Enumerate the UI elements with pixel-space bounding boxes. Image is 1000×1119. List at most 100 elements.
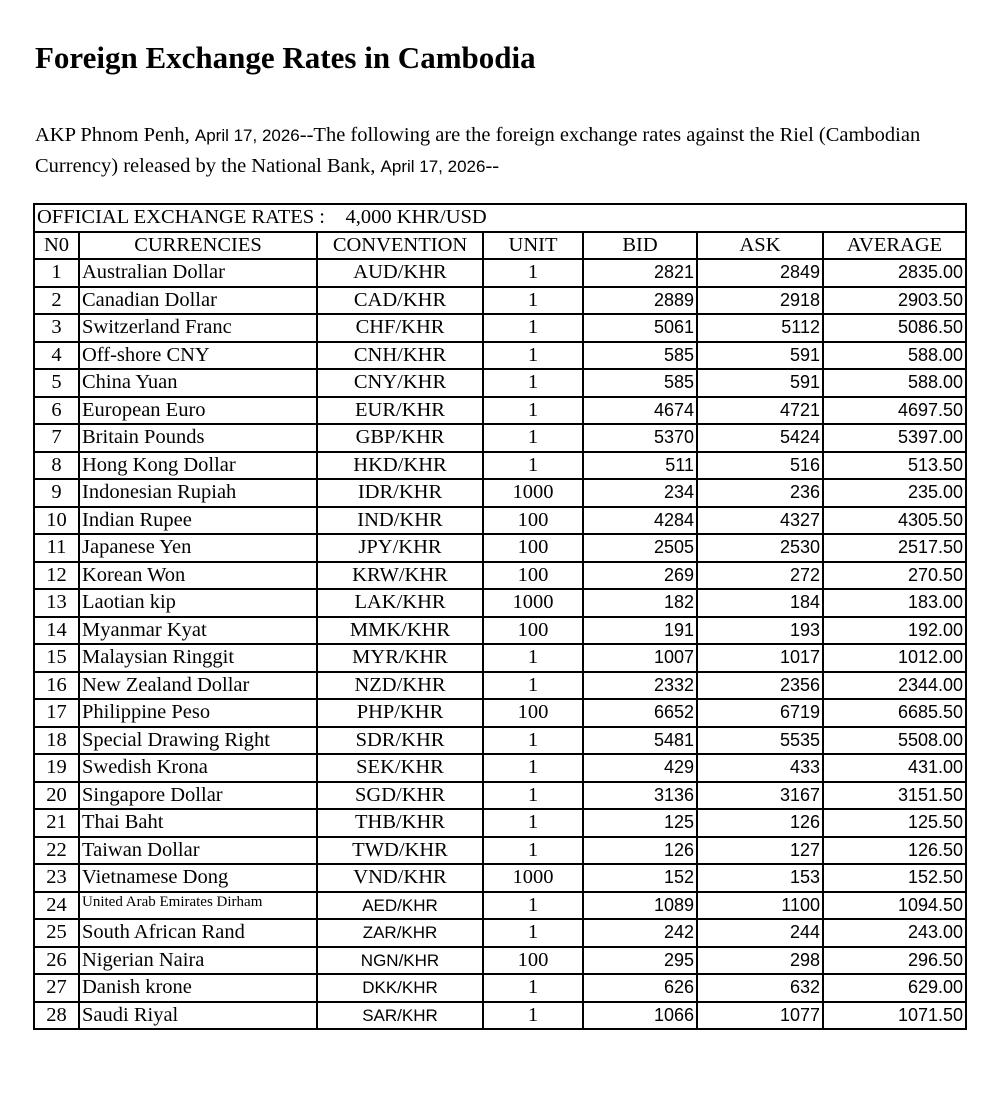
average: 5086.50 [821, 313, 968, 343]
ask: 2918 [696, 285, 824, 315]
currency-name: Laotian kip [78, 588, 318, 618]
table-row: 22 Taiwan Dollar TWD/KHR 1 126 127 126.50 [33, 835, 968, 865]
unit: 100 [482, 698, 584, 728]
unit: 100 [482, 505, 584, 535]
bid: 2821 [582, 258, 698, 288]
convention: JPY/KHR [316, 533, 484, 563]
row-number: 9 [33, 478, 80, 508]
row-number: 17 [33, 698, 80, 728]
table-row: 3 Switzerland Franc CHF/KHR 1 5061 5112 5086.5… [33, 313, 968, 343]
convention: ZAR/KHR [316, 918, 484, 948]
table-row: 8 Hong Kong Dollar HKD/KHR 1 511 516 513.50 [33, 450, 968, 480]
average: 243.00 [821, 918, 968, 948]
convention: NZD/KHR [316, 670, 484, 700]
unit: 1 [482, 890, 584, 920]
currency-name: Singapore Dollar [78, 780, 318, 810]
table-row: 21 Thai Baht THB/KHR 1 125 126 125.50 [33, 808, 968, 838]
intro-text-2: --The following are the foreign exchange… [35, 124, 921, 177]
average: 629.00 [821, 973, 968, 1003]
convention: IND/KHR [316, 505, 484, 535]
bid: 269 [582, 560, 698, 590]
table-header-row: N0 CURRENCIES CONVENTION UNIT BID ASK AV… [33, 230, 968, 260]
row-number: 19 [33, 753, 80, 783]
convention: AED/KHR [316, 890, 484, 920]
convention: SGD/KHR [316, 780, 484, 810]
table-row: 11 Japanese Yen JPY/KHR 100 2505 2530 2517.50 [33, 533, 968, 563]
average: 192.00 [821, 615, 968, 645]
row-number: 11 [33, 533, 80, 563]
convention: MMK/KHR [316, 615, 484, 645]
currency-name: Saudi Riyal [78, 1000, 318, 1030]
ask: 5535 [696, 725, 824, 755]
unit: 1 [482, 780, 584, 810]
currency-name: Special Drawing Right [78, 725, 318, 755]
bid: 1007 [582, 643, 698, 673]
ask: 1100 [696, 890, 824, 920]
row-number: 24 [33, 890, 80, 920]
bid: 2505 [582, 533, 698, 563]
convention: CAD/KHR [316, 285, 484, 315]
average: 1094.50 [821, 890, 968, 920]
convention: DKK/KHR [316, 973, 484, 1003]
table-row: 2 Canadian Dollar CAD/KHR 1 2889 2918 2903.50 [33, 285, 968, 315]
average: 4305.50 [821, 505, 968, 535]
ask: 244 [696, 918, 824, 948]
row-number: 7 [33, 423, 80, 453]
average: 152.50 [821, 863, 968, 893]
header-currencies: CURRENCIES [78, 230, 318, 260]
average: 513.50 [821, 450, 968, 480]
row-number: 18 [33, 725, 80, 755]
row-number: 21 [33, 808, 80, 838]
row-number: 14 [33, 615, 80, 645]
official-rate-banner: OFFICIAL EXCHANGE RATES : 4,000 KHR/USD [32, 203, 968, 233]
table-row: 10 Indian Rupee IND/KHR 100 4284 4327 4305.50 [33, 505, 968, 535]
unit: 1000 [482, 863, 584, 893]
convention: MYR/KHR [316, 643, 484, 673]
ask: 126 [696, 808, 824, 838]
table-row: 19 Swedish Krona SEK/KHR 1 429 433 431.00 [33, 753, 968, 783]
header-no: N0 [33, 230, 80, 260]
convention: AUD/KHR [316, 258, 484, 288]
average: 126.50 [821, 835, 968, 865]
row-number: 12 [33, 560, 80, 590]
row-number: 4 [33, 340, 80, 370]
convention: SAR/KHR [316, 1000, 484, 1030]
table-row: 24 United Arab Emirates Dirham AED/KHR 1 108… [33, 890, 968, 920]
average: 2517.50 [821, 533, 968, 563]
currency-name: China Yuan [78, 368, 318, 398]
convention: TWD/KHR [316, 835, 484, 865]
bid: 5061 [582, 313, 698, 343]
currency-name: Malaysian Ringgit [78, 643, 318, 673]
currency-name: Switzerland Franc [78, 313, 318, 343]
bid: 2889 [582, 285, 698, 315]
currency-name: Thai Baht [78, 808, 318, 838]
row-number: 28 [33, 1000, 80, 1030]
average: 431.00 [821, 753, 968, 783]
average: 235.00 [821, 478, 968, 508]
unit: 1 [482, 1000, 584, 1030]
row-number: 8 [33, 450, 80, 480]
row-number: 23 [33, 863, 80, 893]
currency-name: United Arab Emirates Dirham [78, 890, 318, 920]
currency-name: Swedish Krona [78, 753, 318, 783]
table-row: 16 New Zealand Dollar NZD/KHR 1 2332 2356 2344… [33, 670, 968, 700]
header-convention: CONVENTION [316, 230, 484, 260]
header-average: AVERAGE [821, 230, 968, 260]
convention: CHF/KHR [316, 313, 484, 343]
ask: 433 [696, 753, 824, 783]
table-row: 5 China Yuan CNY/KHR 1 585 591 588.00 [33, 368, 968, 398]
average: 588.00 [821, 340, 968, 370]
bid: 511 [582, 450, 698, 480]
row-number: 2 [33, 285, 80, 315]
currency-name: Japanese Yen [78, 533, 318, 563]
currency-name: Hong Kong Dollar [78, 450, 318, 480]
header-bid: BID [582, 230, 698, 260]
table-row: 18 Special Drawing Right SDR/KHR 1 5481 5535 5… [33, 725, 968, 755]
row-number: 13 [33, 588, 80, 618]
table-row: 28 Saudi Riyal SAR/KHR 1 1066 1077 1071.50 [33, 1000, 968, 1030]
convention: GBP/KHR [316, 423, 484, 453]
convention: CNY/KHR [316, 368, 484, 398]
page-title: Foreign Exchange Rates in Cambodia [35, 40, 536, 75]
exchange-rate-table: OFFICIAL EXCHANGE RATES : 4,000 KHR/USD … [32, 203, 968, 1030]
unit: 1 [482, 753, 584, 783]
